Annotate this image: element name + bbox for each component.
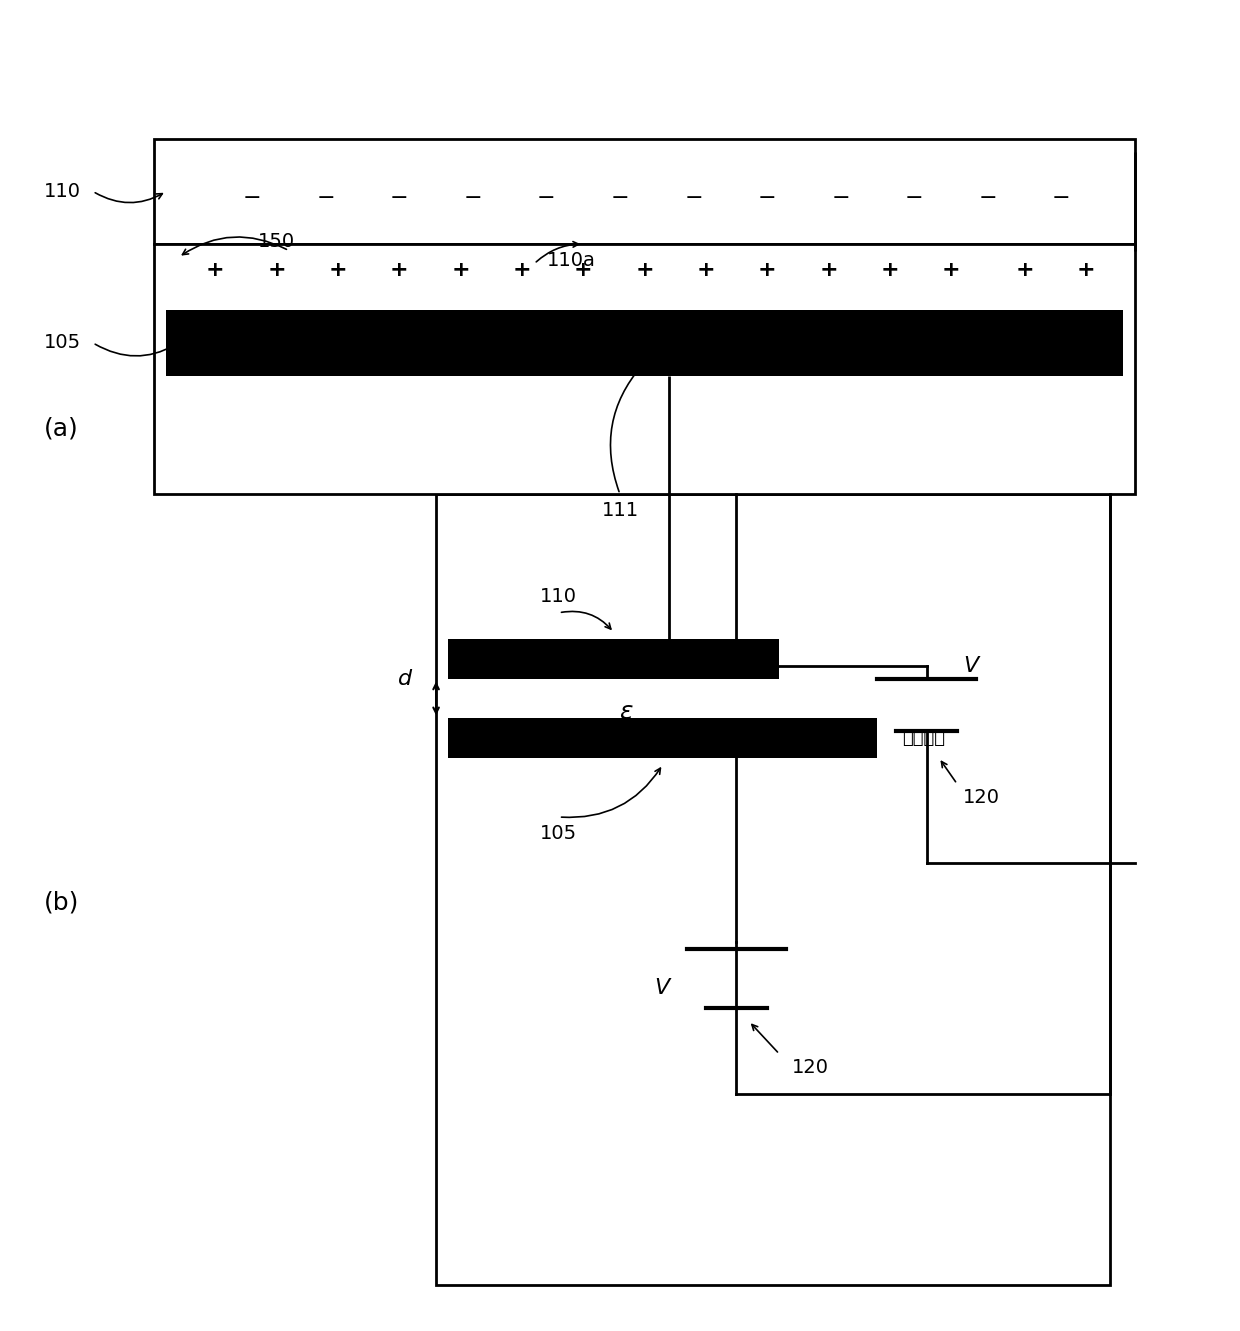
Text: 电介质层: 电介质层 — [901, 729, 945, 747]
Text: 150: 150 — [258, 232, 295, 250]
Text: +: + — [1076, 261, 1095, 281]
Text: V: V — [963, 655, 978, 676]
Text: 105: 105 — [541, 824, 578, 843]
Text: −: − — [391, 188, 409, 208]
Text: 111: 111 — [601, 500, 639, 520]
Text: −: − — [1052, 188, 1070, 208]
Text: 120: 120 — [963, 788, 1001, 807]
FancyBboxPatch shape — [154, 138, 1135, 244]
Text: −: − — [758, 188, 776, 208]
Text: +: + — [941, 261, 960, 281]
FancyBboxPatch shape — [449, 719, 878, 757]
Text: (b): (b) — [43, 890, 79, 914]
Text: 110: 110 — [541, 587, 577, 606]
Text: −: − — [243, 188, 262, 208]
Text: 110a: 110a — [547, 250, 595, 270]
FancyBboxPatch shape — [154, 244, 1135, 494]
Text: +: + — [451, 261, 470, 281]
Text: −: − — [978, 188, 997, 208]
Text: −: − — [905, 188, 924, 208]
Text: V: V — [653, 978, 670, 998]
Text: +: + — [206, 261, 224, 281]
Text: −: − — [684, 188, 703, 208]
Text: +: + — [880, 261, 899, 281]
Text: (a): (a) — [43, 417, 78, 441]
Text: −: − — [537, 188, 556, 208]
Text: +: + — [820, 261, 838, 281]
Text: +: + — [329, 261, 347, 281]
Text: +: + — [391, 261, 409, 281]
Text: +: + — [268, 261, 286, 281]
Text: +: + — [635, 261, 653, 281]
Text: −: − — [316, 188, 335, 208]
Text: +: + — [758, 261, 776, 281]
FancyBboxPatch shape — [166, 310, 1122, 375]
Text: d: d — [398, 668, 413, 688]
Text: +: + — [697, 261, 715, 281]
Text: −: − — [464, 188, 482, 208]
Text: 110: 110 — [43, 182, 81, 201]
FancyBboxPatch shape — [436, 494, 1111, 1284]
Text: −: − — [610, 188, 630, 208]
Text: 105: 105 — [43, 333, 81, 353]
Text: +: + — [1016, 261, 1034, 281]
Text: 120: 120 — [791, 1058, 828, 1077]
Text: +: + — [574, 261, 593, 281]
Text: −: − — [831, 188, 849, 208]
FancyBboxPatch shape — [449, 639, 780, 679]
Text: ε: ε — [620, 700, 632, 724]
Text: +: + — [512, 261, 531, 281]
